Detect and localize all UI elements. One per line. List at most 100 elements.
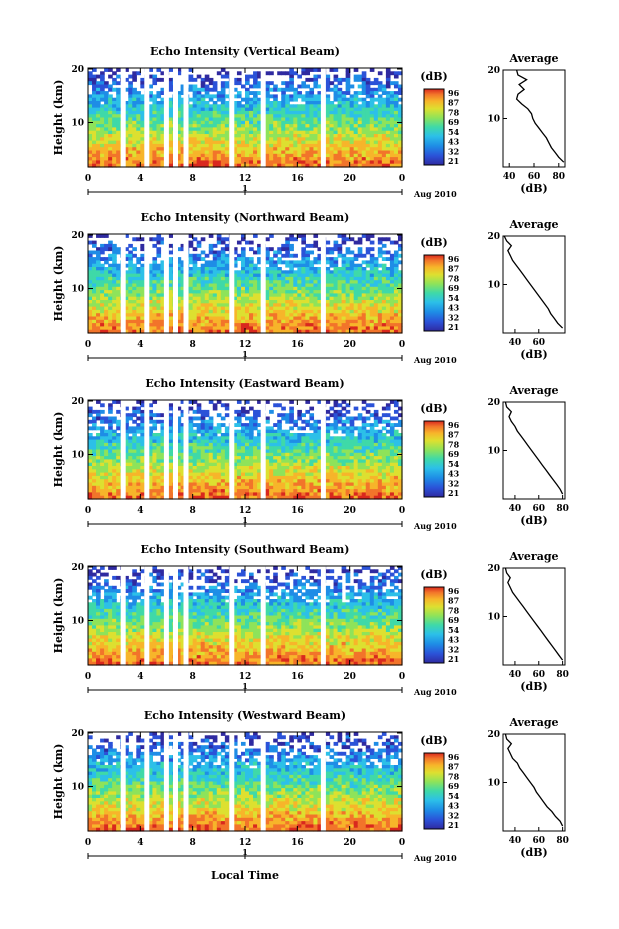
heatmap-cell — [112, 267, 117, 271]
heatmap-cell — [397, 114, 403, 119]
heatmap-cell — [88, 426, 93, 431]
heatmap-cell — [140, 459, 145, 464]
heatmap-cell — [112, 303, 117, 308]
heatmap-cell — [188, 306, 194, 311]
heatmap-cell — [192, 472, 198, 477]
heatmap-cell — [176, 124, 182, 128]
heatmap-cell — [200, 97, 206, 102]
heatmap-cell — [152, 267, 158, 271]
heatmap-cell — [196, 273, 202, 278]
heatmap-cell — [349, 263, 355, 268]
heatmap-cell — [369, 150, 375, 155]
heatmap-cell — [297, 273, 302, 278]
heatmap-cell — [188, 456, 194, 460]
heatmap-cell — [200, 449, 206, 454]
heatmap-cell — [281, 124, 286, 128]
heatmap-cell — [200, 273, 206, 278]
heatmap-cell — [281, 260, 286, 265]
heatmap-cell — [232, 247, 238, 252]
heatmap-cell — [305, 326, 311, 331]
heatmap-cell — [176, 475, 182, 480]
heatmap-cell — [236, 153, 242, 158]
heatmap-cell — [232, 101, 238, 105]
heatmap-cell — [88, 296, 93, 301]
heatmap-cell — [373, 303, 379, 308]
heatmap-cell — [204, 150, 210, 155]
heatmap-cell — [212, 84, 218, 89]
heatmap-cell — [216, 153, 222, 158]
heatmap-cell — [377, 313, 383, 318]
heatmap-cell — [124, 426, 129, 431]
heatmap-cell — [220, 250, 226, 255]
heatmap-cell — [301, 253, 306, 258]
heatmap-cell — [293, 94, 298, 99]
heatmap-cell — [188, 127, 194, 132]
heatmap-cell — [188, 293, 194, 298]
heatmap-cell — [369, 319, 375, 324]
heatmap-cell — [168, 472, 174, 477]
heatmap-cell — [329, 101, 335, 105]
heatmap-cell — [273, 263, 278, 268]
heatmap-cell — [92, 466, 97, 470]
heatmap-cell — [301, 81, 306, 86]
heatmap-cell — [160, 466, 166, 470]
heatmap-cell — [96, 495, 101, 500]
heatmap-cell — [152, 276, 158, 281]
heatmap-cell — [220, 439, 226, 444]
heatmap-cell — [96, 469, 101, 474]
heatmap-cell — [148, 293, 154, 298]
heatmap-cell — [128, 153, 133, 158]
heatmap-cell — [273, 137, 278, 142]
heatmap-cell — [273, 306, 278, 311]
heatmap-cell — [245, 110, 250, 115]
heatmap-cell — [100, 160, 105, 165]
heatmap-cell — [361, 290, 367, 294]
heatmap-cell — [297, 267, 302, 271]
heatmap-cell — [168, 250, 174, 255]
heatmap-cell — [273, 300, 278, 304]
heatmap-cell — [389, 134, 395, 138]
heatmap-cell — [273, 260, 278, 265]
heatmap-cell — [257, 150, 262, 155]
heatmap-cell — [220, 147, 226, 152]
heatmap-cell — [224, 237, 230, 242]
heatmap-cell — [160, 296, 166, 301]
heatmap-cell — [357, 309, 363, 314]
heatmap-cell — [100, 280, 105, 285]
heatmap-cell — [389, 293, 395, 298]
heatmap-cell — [100, 77, 105, 82]
heatmap-cell — [188, 104, 194, 109]
heatmap-cell — [88, 469, 93, 474]
heatmap-cell — [100, 403, 105, 408]
heatmap-cell — [108, 270, 113, 275]
heatmap-cell — [116, 263, 121, 268]
heatmap-cell — [289, 253, 294, 258]
heatmap-cell — [116, 81, 121, 86]
heatmap-cell — [357, 137, 363, 142]
heatmap-cell — [337, 253, 343, 258]
heatmap-cell — [249, 107, 254, 112]
heatmap-cell — [200, 77, 206, 82]
heatmap-cell — [224, 433, 230, 437]
heatmap-cell — [116, 293, 121, 298]
heatmap-cell — [216, 104, 222, 109]
heatmap-cell — [361, 97, 367, 102]
heatmap-cell — [301, 300, 306, 304]
heatmap-cell — [309, 120, 315, 125]
heatmap-cell — [180, 436, 186, 441]
heatmap-cell — [349, 296, 355, 301]
heatmap-cell — [140, 130, 145, 135]
heatmap-cell — [361, 286, 367, 291]
heatmap-cell — [208, 419, 214, 424]
heatmap-cell — [305, 293, 311, 298]
heatmap-cell — [293, 290, 298, 294]
heatmap-cell — [200, 280, 206, 285]
heatmap-cell — [204, 462, 210, 467]
heatmap-cell — [180, 400, 186, 404]
heatmap-cell — [108, 68, 113, 72]
heatmap-cell — [257, 329, 262, 334]
heatmap-cell — [329, 250, 335, 255]
heatmap-cell — [349, 107, 355, 112]
heatmap-cell — [285, 240, 290, 245]
heatmap-cell — [104, 442, 109, 447]
